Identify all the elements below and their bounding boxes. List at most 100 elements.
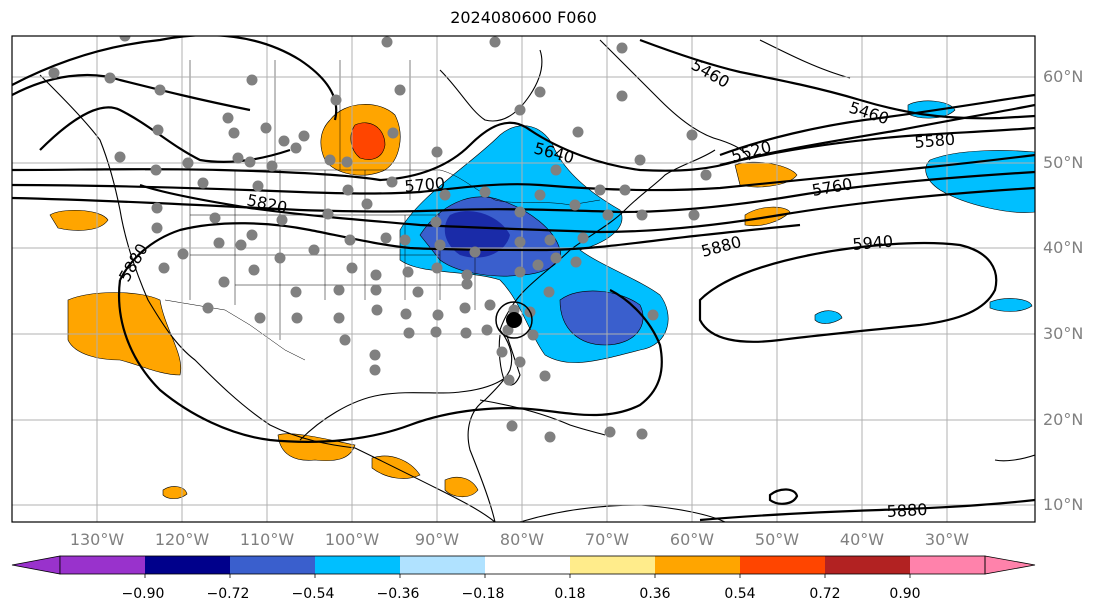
- colorbar-tick-label: −0.90: [122, 586, 165, 602]
- map-title: 2024080600 F060: [450, 8, 597, 27]
- station-dot: [514, 236, 526, 248]
- station-dot: [412, 286, 424, 298]
- station-dot: [152, 124, 164, 136]
- station-dot: [619, 184, 631, 196]
- storm-center-marker: [495, 301, 533, 339]
- colorbar-bin: [655, 556, 740, 574]
- station-dot: [544, 431, 556, 443]
- station-dot: [550, 164, 562, 176]
- colorbar: −0.90 −0.72 −0.54 −0.36 −0.18 0.18 0.36 …: [11, 555, 1036, 602]
- colorbar-bin: [230, 556, 315, 574]
- station-dot: [177, 248, 189, 260]
- station-dot: [151, 222, 163, 234]
- station-dot: [276, 214, 288, 226]
- lon-label: 130°W: [70, 530, 125, 549]
- negative-anomaly-small: [814, 310, 843, 324]
- positive-anomaly-mexico: [277, 433, 356, 461]
- contour-5820: [139, 183, 1035, 234]
- colorbar-tick-label: −0.18: [462, 586, 505, 602]
- station-dot: [244, 156, 256, 168]
- lon-label: 70°W: [585, 530, 629, 549]
- station-dot: [369, 349, 381, 361]
- station-dot: [150, 164, 162, 176]
- station-dot: [344, 234, 356, 246]
- station-dot: [381, 36, 393, 48]
- station-dot: [222, 112, 234, 124]
- station-dot: [104, 72, 116, 84]
- station-dot: [342, 184, 354, 196]
- station-dot: [341, 156, 353, 168]
- station-dot: [604, 426, 616, 438]
- station-dot: [330, 94, 342, 106]
- station-dot: [550, 252, 562, 264]
- colorbar-tick-label: 0.36: [639, 586, 670, 602]
- station-dot: [158, 262, 170, 274]
- station-dot: [539, 370, 551, 382]
- contour-5460-east: [639, 38, 1035, 120]
- station-dot: [400, 308, 412, 320]
- station-dot: [119, 36, 131, 42]
- station-dot: [324, 154, 336, 166]
- colorbar-tick-label: 0.54: [724, 586, 755, 602]
- station-dot: [506, 420, 518, 432]
- station-dot: [290, 142, 302, 154]
- station-dot: [290, 286, 302, 298]
- longitude-labels: 130°W 120°W 110°W 100°W 90°W 80°W 70°W 6…: [70, 530, 969, 549]
- station-dot: [213, 237, 225, 249]
- colorbar-extend-high: [984, 555, 1036, 575]
- station-dot: [209, 212, 221, 224]
- negative-anomaly-core: [444, 211, 510, 258]
- station-dot: [577, 232, 589, 244]
- gridlines: [12, 36, 1035, 522]
- station-dot: [248, 264, 260, 276]
- contour-5640: [12, 103, 1035, 182]
- station-dot: [514, 356, 526, 368]
- station-dot: [461, 278, 473, 290]
- station-dot: [534, 86, 546, 98]
- station-dot: [616, 42, 628, 54]
- station-dot: [361, 198, 373, 210]
- station-dot: [232, 152, 244, 164]
- station-dot: [431, 262, 443, 274]
- colorbar-bin: [145, 556, 230, 574]
- station-dot: [434, 239, 446, 251]
- colorbar-tick-label: 0.72: [809, 586, 840, 602]
- station-dot: [246, 74, 258, 86]
- station-dot: [700, 169, 712, 181]
- contour-5700: [12, 153, 1035, 195]
- contour-5580-east: [719, 126, 1035, 167]
- colorbar-tick-label: −0.36: [377, 586, 420, 602]
- station-dot: [371, 304, 383, 316]
- station-dot: [572, 126, 584, 138]
- colorbar-tick-label: 0.90: [889, 586, 920, 602]
- lon-label: 60°W: [670, 530, 714, 549]
- station-dot: [481, 324, 493, 336]
- coast-west-africa: [994, 454, 1035, 462]
- positive-anomaly-canada-core: [350, 122, 386, 160]
- colorbar-bin: [485, 556, 570, 574]
- station-dot: [322, 208, 334, 220]
- contour-5880-south: [118, 279, 663, 443]
- station-dot: [266, 160, 278, 172]
- contour-label: 5940: [852, 232, 894, 254]
- station-dot: [439, 189, 451, 201]
- contour-label: 5880: [886, 500, 928, 521]
- colorbar-tick-label: −0.54: [292, 586, 335, 602]
- colorbar-bin: [400, 556, 485, 574]
- coast-cuba: [479, 399, 606, 436]
- station-dot: [688, 209, 700, 221]
- contour-label: 5580: [914, 130, 956, 152]
- station-dot: [339, 334, 351, 346]
- lon-label: 30°W: [925, 530, 969, 549]
- positive-anomaly-caribbean: [444, 477, 479, 498]
- station-dot: [527, 329, 539, 341]
- lat-label: 30°N: [1043, 324, 1083, 343]
- positive-anomaly-pacific-south: [162, 486, 188, 499]
- station-dot: [570, 256, 582, 268]
- coast-florida: [498, 329, 521, 386]
- station-dot: [254, 312, 266, 324]
- lat-label: 60°N: [1043, 67, 1083, 86]
- station-dot: [489, 36, 501, 48]
- station-dot: [594, 184, 606, 196]
